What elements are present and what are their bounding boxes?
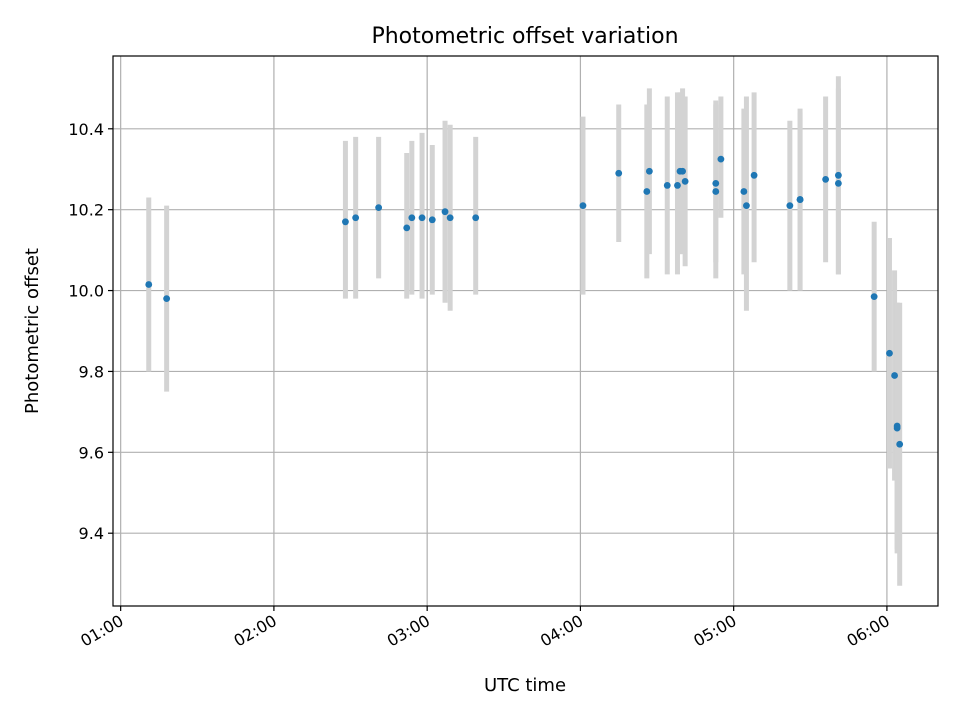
data-point bbox=[441, 208, 449, 216]
data-point bbox=[145, 281, 153, 288]
data-point bbox=[681, 177, 689, 185]
x-tick-label: 06:00 bbox=[843, 611, 892, 651]
data-point bbox=[834, 179, 842, 187]
data-point bbox=[891, 372, 898, 379]
data-point bbox=[643, 188, 651, 195]
data-point bbox=[645, 167, 653, 175]
x-tick-label: 04:00 bbox=[537, 611, 586, 651]
x-axis-label: UTC time bbox=[484, 675, 566, 696]
data-point bbox=[408, 214, 416, 222]
ticks: 01:00 02:00 03:00 04:00 05:00 06:00 9.4 9.6 9.8 1… bbox=[68, 120, 893, 651]
data-point bbox=[712, 179, 720, 187]
data-point bbox=[428, 216, 436, 224]
plot-frame bbox=[112, 55, 939, 607]
data-point bbox=[886, 349, 893, 357]
data-point bbox=[403, 224, 411, 232]
data-point bbox=[893, 422, 901, 430]
data-point bbox=[163, 295, 171, 303]
error-bars bbox=[146, 76, 903, 586]
x-tick-label: 01:00 bbox=[77, 611, 126, 651]
y-tick-label: 10.4 bbox=[68, 120, 104, 139]
data-point bbox=[750, 171, 758, 179]
data-point bbox=[615, 169, 623, 177]
y-tick-label: 10.0 bbox=[68, 282, 104, 301]
y-tick-label: 10.2 bbox=[68, 201, 104, 220]
grid bbox=[113, 56, 938, 606]
x-tick-label: 02:00 bbox=[230, 611, 279, 651]
data-point bbox=[743, 202, 750, 210]
data-point bbox=[786, 202, 794, 210]
data-point bbox=[796, 196, 804, 203]
y-tick-label: 9.6 bbox=[79, 443, 104, 462]
data-point bbox=[352, 214, 360, 222]
data-point bbox=[822, 175, 830, 183]
data-point bbox=[870, 293, 878, 301]
data-point bbox=[375, 204, 383, 212]
data-point bbox=[834, 171, 842, 179]
data-point bbox=[717, 155, 725, 163]
data-point bbox=[663, 182, 671, 189]
data-point bbox=[579, 202, 587, 210]
data-point bbox=[446, 214, 454, 222]
data-point bbox=[896, 440, 904, 448]
data-points bbox=[145, 155, 904, 448]
data-point bbox=[674, 182, 681, 189]
data-point bbox=[712, 188, 720, 195]
x-tick-label: 03:00 bbox=[384, 611, 433, 651]
data-point bbox=[740, 188, 748, 195]
y-tick-label: 9.8 bbox=[79, 362, 104, 381]
data-point bbox=[418, 214, 426, 222]
data-point bbox=[472, 214, 480, 222]
y-axis-label: Photometric offset bbox=[22, 248, 43, 414]
y-tick-label: 9.4 bbox=[79, 524, 104, 543]
data-point bbox=[679, 167, 686, 175]
data-point bbox=[342, 218, 349, 226]
chart-title: Photometric offset variation bbox=[371, 24, 678, 49]
x-tick-label: 05:00 bbox=[690, 611, 739, 651]
